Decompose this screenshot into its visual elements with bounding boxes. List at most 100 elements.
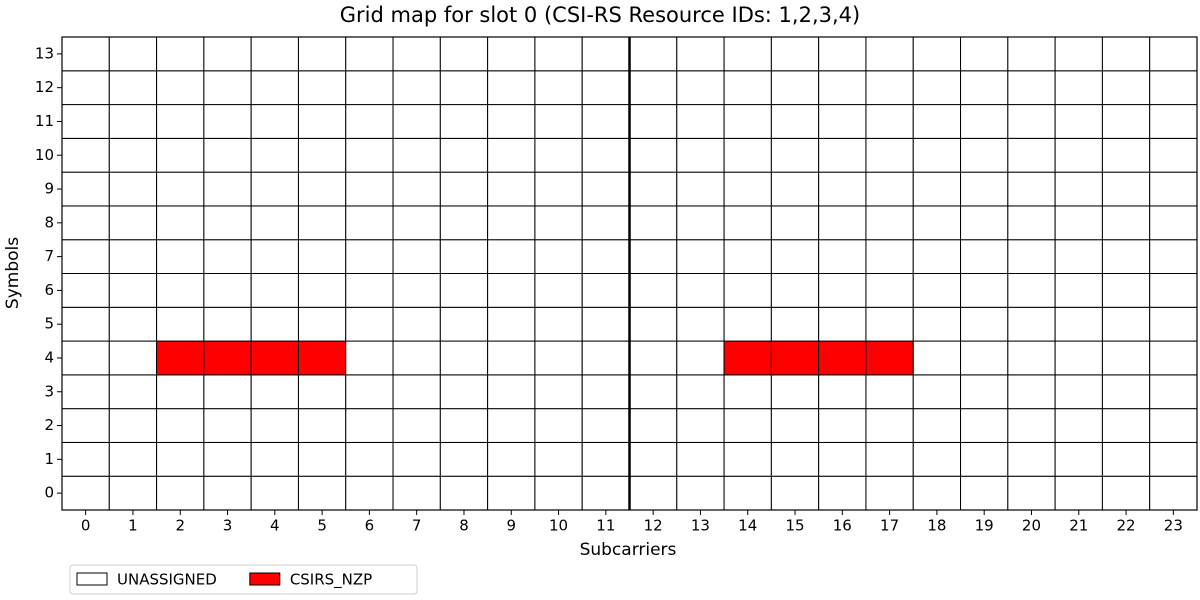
- grid-cell: [912, 408, 962, 443]
- grid-cell: [1149, 104, 1198, 139]
- grid-cell: [1101, 340, 1151, 376]
- grid-cell: [203, 475, 252, 511]
- grid-cell: [865, 306, 914, 342]
- grid-cell: [156, 441, 205, 477]
- grid-cell: [1007, 239, 1056, 274]
- grid-cell: [250, 441, 299, 477]
- grid-cell: [1149, 137, 1198, 173]
- grid-cell: [1054, 340, 1103, 376]
- grid-cell: [203, 205, 252, 241]
- grid-cell: [250, 205, 299, 241]
- grid-cell: [1149, 306, 1198, 342]
- grid-cell: [392, 475, 441, 511]
- grid-cell: [345, 137, 394, 173]
- grid-cell: [1101, 475, 1151, 511]
- grid-cell: [818, 340, 867, 376]
- grid-cell: [676, 205, 725, 241]
- grid-cell: [61, 171, 110, 207]
- grid-cell: [345, 239, 394, 274]
- y-tick-label: 4: [44, 348, 54, 366]
- grid-cell: [108, 239, 158, 274]
- grid-cell: [770, 171, 820, 207]
- grid-cell: [487, 205, 536, 241]
- grid-cell: [487, 171, 536, 207]
- grid-cell: [629, 441, 678, 477]
- grid-cell: [345, 306, 394, 342]
- grid-cell: [250, 171, 299, 207]
- grid-cell: [629, 273, 678, 308]
- grid-cell: [865, 273, 914, 308]
- grid-cell: [629, 36, 678, 72]
- x-tick-label: 13: [691, 517, 710, 535]
- grid-cell: [1101, 70, 1151, 106]
- grid-cell: [723, 104, 772, 139]
- grid-cell: [439, 475, 489, 511]
- grid-cell: [534, 104, 583, 139]
- grid-cell: [818, 137, 867, 173]
- grid-cell: [297, 104, 347, 139]
- grid-cell: [345, 340, 394, 376]
- grid-cell: [1054, 408, 1103, 443]
- grid-cell: [487, 36, 536, 72]
- y-tick-label: 5: [44, 315, 54, 333]
- grid-cell: [960, 441, 1009, 477]
- grid-cell: [723, 171, 772, 207]
- grid-cell: [723, 36, 772, 72]
- grid-cell: [960, 374, 1009, 410]
- grid-cell: [723, 239, 772, 274]
- grid-cell: [723, 137, 772, 173]
- y-axis-label: Symbols: [3, 237, 23, 309]
- grid-cell: [61, 239, 110, 274]
- grid-cell: [723, 205, 772, 241]
- grid-cell: [345, 171, 394, 207]
- grid-cell: [912, 70, 962, 106]
- grid-cell: [865, 408, 914, 443]
- legend-box: [69, 564, 418, 595]
- grid-cell: [912, 171, 962, 207]
- x-tick-label: 15: [785, 517, 804, 535]
- grid-cell: [108, 171, 158, 207]
- grid-cell: [818, 239, 867, 274]
- grid-cell: [676, 306, 725, 342]
- x-tick-label: 14: [738, 517, 757, 535]
- grid-cell: [1101, 441, 1151, 477]
- grid-cell: [1149, 239, 1198, 274]
- grid-cell: [203, 273, 252, 308]
- grid-cell: [534, 408, 583, 443]
- grid-cell: [1149, 374, 1198, 410]
- grid-cell: [581, 239, 630, 274]
- grid-cell: [487, 273, 536, 308]
- x-tick-label: 0: [81, 517, 91, 535]
- grid-cell: [723, 441, 772, 477]
- grid-cell: [723, 475, 772, 511]
- grid-cell: [1007, 171, 1056, 207]
- grid-cell: [865, 36, 914, 72]
- grid-cell: [1054, 104, 1103, 139]
- grid-cell: [61, 36, 110, 72]
- grid-cell: [297, 137, 347, 173]
- grid-cell: [439, 441, 489, 477]
- x-tick-label: 12: [644, 517, 663, 535]
- grid-cell: [818, 171, 867, 207]
- grid-cell: [865, 475, 914, 511]
- grid-cell: [818, 408, 867, 443]
- grid-cell: [1101, 36, 1151, 72]
- chart-title: Grid map for slot 0 (CSI-RS Resource IDs…: [340, 3, 860, 27]
- x-tick-label: 1: [128, 517, 138, 535]
- grid-cell: [581, 104, 630, 139]
- grid-cell: [770, 104, 820, 139]
- grid-cell: [297, 374, 347, 410]
- grid-cell: [1007, 205, 1056, 241]
- grid-cell: [960, 273, 1009, 308]
- grid-cell: [345, 205, 394, 241]
- grid-cell: [203, 239, 252, 274]
- x-tick-label: 21: [1069, 517, 1088, 535]
- grid-cell: [1149, 441, 1198, 477]
- grid-cell: [250, 104, 299, 139]
- grid-cell: [912, 374, 962, 410]
- grid-cell: [1101, 239, 1151, 274]
- y-tick-label: 6: [44, 281, 54, 299]
- grid-cell: [1101, 205, 1151, 241]
- grid-cell: [912, 306, 962, 342]
